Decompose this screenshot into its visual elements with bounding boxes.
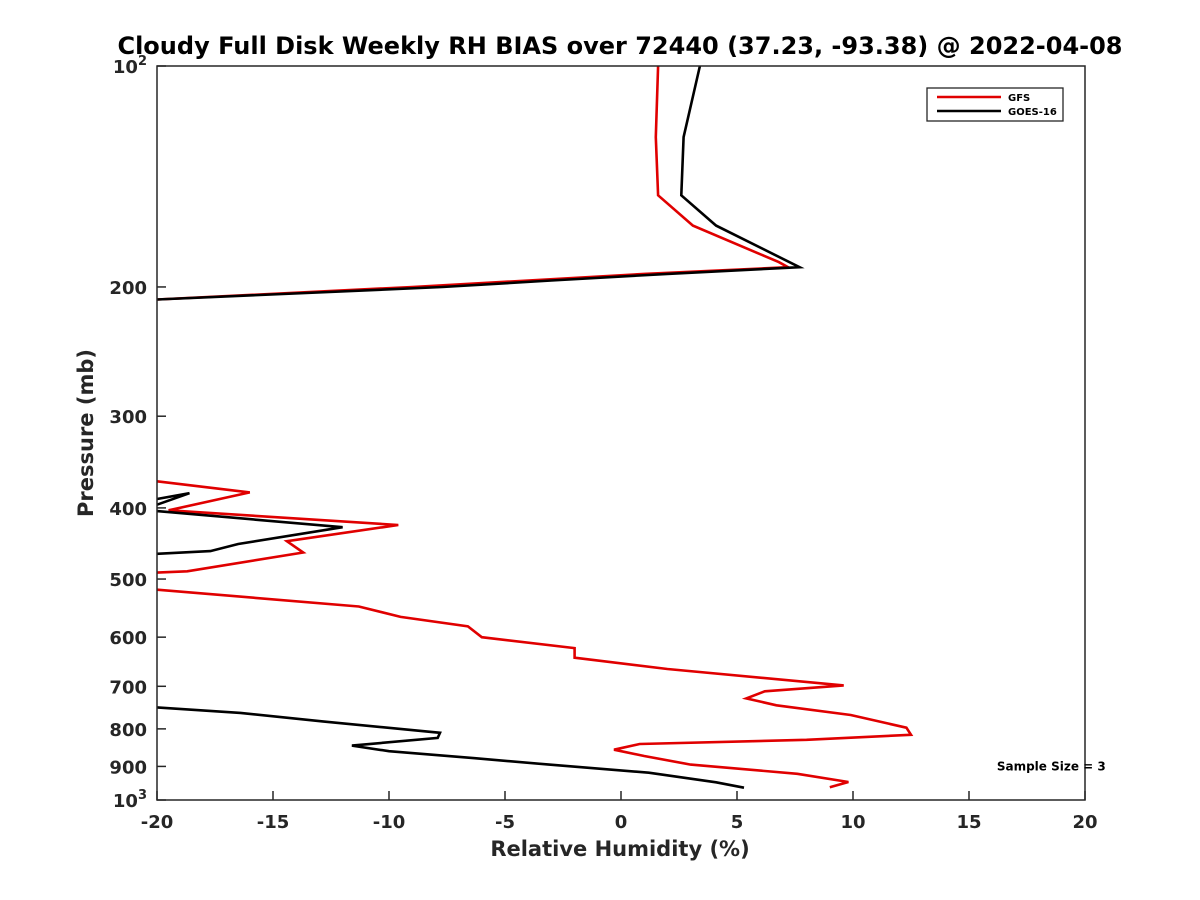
plot-marks	[156, 65, 914, 789]
y-tick-label: 600	[109, 628, 147, 649]
x-tick-label: -5	[495, 812, 515, 833]
y-tick-label: 700	[109, 677, 147, 698]
series-line-goes-16-1	[156, 491, 190, 506]
y-tick-label: 400	[109, 499, 147, 520]
y-tick-label: 500	[109, 570, 147, 591]
series-line-goes-16-3	[156, 706, 745, 789]
chart-title: Cloudy Full Disk Weekly RH BIAS over 724…	[117, 32, 1122, 60]
y-axis-ticks: 102 200 300 400 500 600 700 800 900 103	[109, 54, 166, 812]
x-axis-label: Relative Humidity (%)	[490, 837, 749, 861]
y-tick-label: 200	[109, 278, 147, 299]
series-line-gfs-0	[156, 65, 793, 301]
y-tick-label: 800	[109, 720, 147, 741]
series-line-goes-16-2	[156, 509, 343, 556]
x-tick-label: 15	[956, 812, 981, 833]
plot-frame	[156, 65, 1086, 801]
x-tick-label: 20	[1072, 812, 1097, 833]
y-tick-label: 103	[113, 788, 147, 812]
x-tick-label: -10	[373, 812, 406, 833]
x-tick-label: 0	[615, 812, 628, 833]
y-tick-label: 900	[109, 757, 147, 778]
y-tick-label: 102	[113, 54, 147, 78]
annotations: Sample Size = 3	[997, 759, 1106, 773]
legend-label-goes-16: GOES-16	[1008, 107, 1057, 118]
y-tick-label: 300	[109, 407, 147, 428]
x-tick-label: 10	[840, 812, 865, 833]
y-axis-label: Pressure (mb)	[74, 349, 98, 517]
sample-size-note: Sample Size = 3	[997, 759, 1106, 773]
legend-label-gfs: GFS	[1008, 93, 1030, 104]
legend: GFS GOES-16	[926, 87, 1064, 122]
legend-box	[926, 87, 1064, 122]
series-line-gfs-1	[156, 480, 399, 574]
series-line-gfs-2	[156, 588, 914, 789]
x-tick-label: -15	[257, 812, 290, 833]
series-line-goes-16-0	[156, 65, 805, 301]
x-axis-ticks: -20 -15 -10 -5 0 5 10 15 20	[141, 791, 1098, 833]
x-tick-label: 5	[731, 812, 744, 833]
x-tick-label: -20	[141, 812, 174, 833]
